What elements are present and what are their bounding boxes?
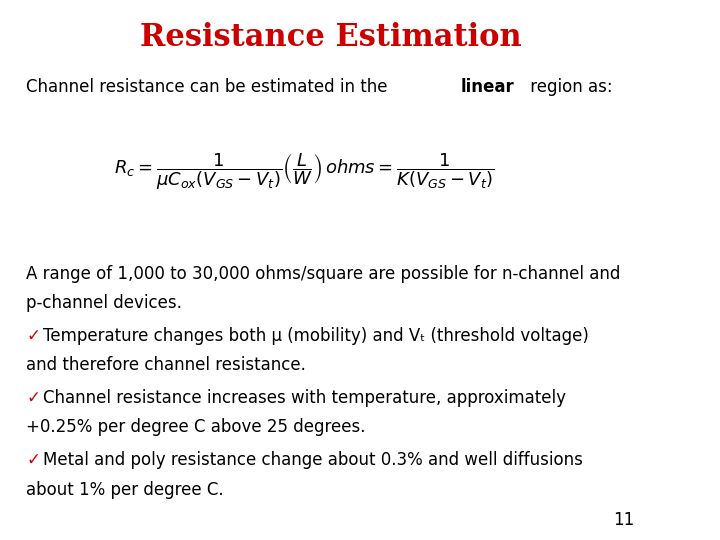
Text: +0.25% per degree C above 25 degrees.: +0.25% per degree C above 25 degrees. [27,418,366,436]
Text: Channel resistance increases with temperature, approximately: Channel resistance increases with temper… [43,389,566,407]
Text: region as:: region as: [525,78,613,96]
Text: Metal and poly resistance change about 0.3% and well diffusions: Metal and poly resistance change about 0… [43,451,582,469]
Text: ✓: ✓ [27,451,40,469]
Text: Temperature changes both μ (mobility) and Vₜ (threshold voltage): Temperature changes both μ (mobility) an… [43,327,589,345]
Text: $R_c = \dfrac{1}{\mu C_{ox}(V_{GS}-V_t)}\left(\dfrac{L}{W}\right)\,ohms = \dfrac: $R_c = \dfrac{1}{\mu C_{ox}(V_{GS}-V_t)}… [114,151,495,192]
Text: ✓: ✓ [27,389,40,407]
Text: p-channel devices.: p-channel devices. [27,294,182,312]
Text: ✓: ✓ [27,327,40,345]
Text: and therefore channel resistance.: and therefore channel resistance. [27,356,306,374]
Text: Channel resistance can be estimated in the: Channel resistance can be estimated in t… [27,78,393,96]
Text: A range of 1,000 to 30,000 ohms/square are possible for n-channel and: A range of 1,000 to 30,000 ohms/square a… [27,265,621,282]
Text: linear: linear [461,78,515,96]
Text: 11: 11 [613,511,635,529]
Text: about 1% per degree C.: about 1% per degree C. [27,481,224,498]
Text: Resistance Estimation: Resistance Estimation [140,22,521,52]
